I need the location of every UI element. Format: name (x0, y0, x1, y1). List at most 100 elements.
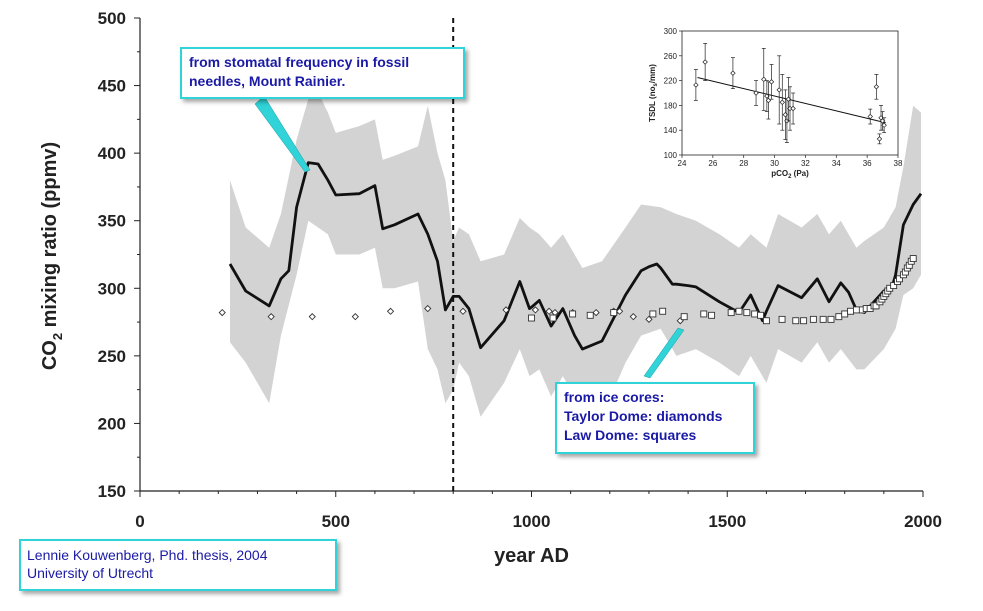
taylor-dome-point (545, 307, 553, 315)
law-dome-point (757, 311, 764, 319)
y-tick-label: 350 (98, 212, 126, 231)
inset-data-point (768, 79, 775, 85)
inset-data-point (876, 136, 883, 142)
taylor-dome-point (592, 308, 600, 317)
law-dome-point (778, 315, 786, 323)
law-dome-point (569, 310, 577, 318)
law-dome-point (700, 310, 708, 318)
law-dome-point (835, 313, 843, 321)
y-tick-label: 450 (98, 77, 126, 96)
taylor-dome-point (629, 313, 637, 321)
inset-x-tick-label: 28 (739, 159, 748, 168)
law-dome-point (659, 307, 667, 315)
law-dome-point (708, 311, 716, 319)
credit-box: Lennie Kouwenberg, Phd. thesis, 2004 Uni… (19, 539, 337, 591)
taylor-dome-point (267, 313, 275, 321)
inset-x-axis-title-sub: 2 (788, 174, 792, 180)
x-tick-label: 1000 (513, 512, 551, 531)
inset-data-point (693, 82, 699, 88)
taylor-dome-point (531, 306, 540, 314)
inset-plot: 24 26 28 30 32 34 36 38 100 140 180 220 260 300 pCO2 (… (648, 27, 903, 180)
taylor-dome-point (424, 304, 432, 313)
law-dome-point (727, 309, 735, 317)
inset-data-point (873, 84, 880, 90)
law-dome-point (852, 306, 860, 314)
taylor-dome-point (502, 306, 510, 314)
taylor-dome-point (615, 307, 624, 315)
inset-y-axis-title-rest: /mm) (648, 64, 657, 83)
y-axis-title: CO2 mixing ratio (ppmv) (39, 142, 65, 370)
credit-line-2: University of Utrecht (27, 565, 154, 581)
inset-y-tick-label: 180 (664, 101, 678, 110)
y-tick-label: 300 (98, 279, 126, 298)
credit-line-1: Lennie Kouwenberg, Phd. thesis, 2004 (27, 547, 268, 563)
y-axis-title-main: CO (39, 340, 61, 370)
stomatal-co2-line (228, 161, 923, 351)
taylor-dome-point (351, 313, 359, 321)
inset-x-tick-label: 38 (894, 159, 903, 168)
y-tick-label: 400 (98, 144, 126, 163)
inset-data-point (790, 105, 796, 112)
law-dome-point (549, 314, 557, 322)
law-dome-point (819, 315, 827, 323)
law-dome-point (792, 317, 800, 325)
law-dome-point (896, 275, 903, 283)
inset-x-tick-label: 32 (801, 159, 810, 168)
inset-data-point (761, 76, 767, 83)
inset-data-point (881, 122, 887, 128)
inset-x-axis-title-main: pCO (771, 169, 788, 178)
inset-data-point (765, 97, 772, 104)
law-dome-point (735, 307, 743, 315)
x-tick-label: 2000 (904, 512, 942, 531)
inset-data-point (776, 87, 782, 93)
main-plot: 150 200 250 300 350 400 450 500 0 500 1000 1500 2000… (39, 9, 942, 567)
law-dome-point (743, 309, 751, 317)
inset-y-axis-title-sub: s (653, 83, 659, 87)
inset-y-axis-title-main: TSDL (no (648, 86, 657, 122)
y-tick-label: 150 (98, 482, 126, 501)
law-dome-point (890, 282, 898, 290)
inset-fit-line (697, 77, 886, 124)
y-axis-title-rest: mixing ratio (ppmv) (39, 142, 61, 333)
inset-data-point (867, 113, 873, 120)
law-dome-point (751, 310, 759, 318)
law-dome-point (762, 317, 770, 325)
inset-data-point (730, 70, 736, 76)
inset-x-tick-label: 34 (832, 159, 841, 168)
taylor-dome-point (308, 313, 316, 321)
inset-y-tick-label: 220 (664, 77, 678, 86)
law-dome-point (872, 302, 880, 310)
law-dome-point (827, 315, 835, 323)
inset-data-point (753, 90, 759, 96)
law-dome-point (847, 307, 855, 315)
y-tick-label: 500 (98, 9, 126, 28)
stomatal-callout-line-2: needles, Mount Rainier. (189, 73, 346, 89)
stomatal-callout-line-1: from stomatal frequency in fossil (189, 54, 410, 70)
inset-x-tick-label: 30 (770, 159, 779, 168)
stomatal-callout: from stomatal frequency in fossil needle… (180, 47, 465, 99)
taylor-dome-point (645, 315, 653, 324)
inset-y-tick-label: 100 (664, 151, 678, 160)
y-axis-title-sub: 2 (50, 333, 65, 340)
law-dome-point (809, 315, 817, 323)
y-tick-label: 250 (98, 347, 126, 366)
x-tick-label: 500 (322, 512, 350, 531)
taylor-dome-point (218, 308, 226, 317)
inset-y-tick-label: 300 (664, 27, 678, 36)
law-dome-point (909, 255, 917, 263)
ice-callout-line-1: from ice cores: (564, 389, 665, 405)
inset-x-axis-title-rest: (Pa) (791, 169, 809, 178)
law-dome-point (610, 309, 618, 317)
y-tick-label: 200 (98, 414, 126, 433)
ice-callout-line-2: Taylor Dome: diamonds (564, 408, 723, 424)
law-dome-point (680, 313, 688, 321)
law-dome-point (841, 310, 849, 318)
inset-y-tick-label: 260 (664, 52, 678, 61)
law-dome-point (528, 314, 535, 322)
law-dome-point (800, 317, 808, 325)
inset-data-point (779, 99, 785, 105)
taylor-dome-point (459, 307, 467, 315)
ice-core-callout: from ice cores: Taylor Dome: diamonds La… (555, 382, 755, 454)
inset-x-tick-label: 36 (863, 159, 872, 168)
